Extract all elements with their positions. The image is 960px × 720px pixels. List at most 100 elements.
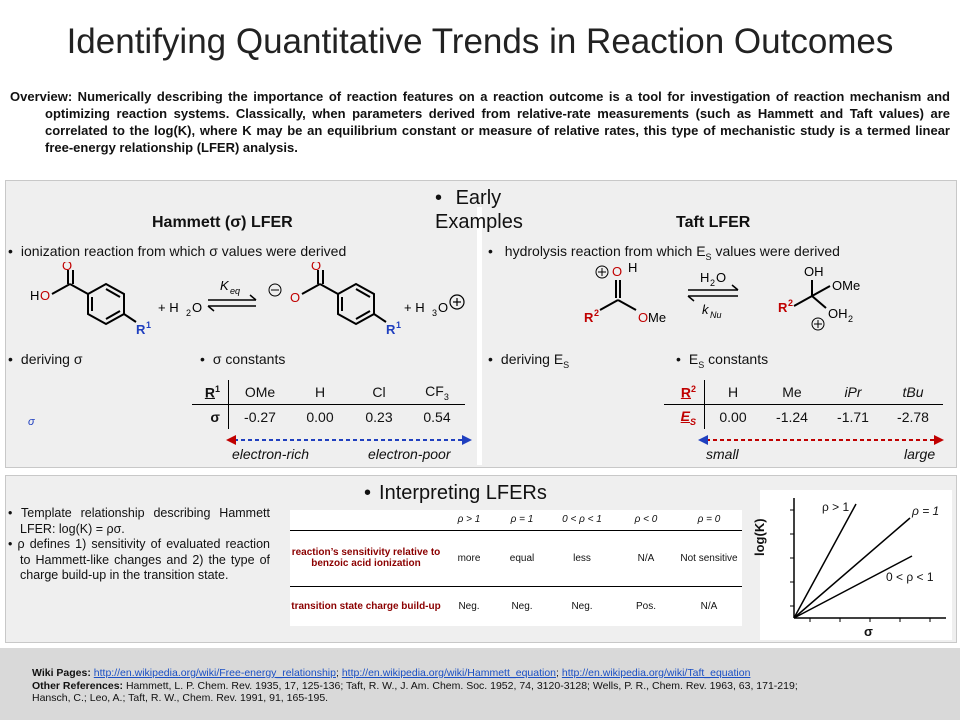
taft-val-2: -1.24 xyxy=(776,409,808,425)
panel-divider xyxy=(477,207,482,465)
sigma-row-label: σ xyxy=(192,404,229,429)
svg-text:3: 3 xyxy=(432,308,437,318)
svg-text:O: O xyxy=(438,300,448,315)
es-row-label: ES xyxy=(664,404,705,429)
taft-deriving-bullet: deriving ES xyxy=(488,351,569,370)
wiki-link-free-energy[interactable]: http://en.wikipedia.org/wiki/Free-energy… xyxy=(93,667,336,679)
large-label: large xyxy=(904,446,936,462)
hammett-constants-bullet: σ constants xyxy=(200,351,285,367)
svg-text:2: 2 xyxy=(710,278,715,288)
footer: Wiki Pages: http://en.wikipedia.org/wiki… xyxy=(0,648,960,720)
svg-text:Nu: Nu xyxy=(710,310,722,320)
svg-text:O: O xyxy=(62,262,72,273)
wiki-link-hammett[interactable]: http://en.wikipedia.org/wiki/Hammett_equ… xyxy=(341,667,557,679)
interpreting-heading: Interpreting LFERs xyxy=(364,482,547,505)
svg-text:R: R xyxy=(386,322,396,337)
svg-text:R: R xyxy=(584,310,594,325)
hammett-constants-table: R1 OMe H Cl CF3 σ -0.27 0.00 0.23 0.54 xyxy=(192,380,465,429)
svg-text:O: O xyxy=(192,300,202,315)
svg-text:OH: OH xyxy=(828,306,848,321)
svg-text:O: O xyxy=(290,290,300,305)
sens-3: less xyxy=(573,552,591,564)
r1-label: R1 xyxy=(192,380,229,405)
hammett-sub-3: Cl xyxy=(349,380,409,405)
charge-row-head: transition state charge build-up xyxy=(291,600,441,612)
taft-sub-3: iPr xyxy=(823,380,883,405)
taft-title: Taft LFER xyxy=(676,214,751,231)
charge-4: Pos. xyxy=(635,600,656,612)
svg-text:2: 2 xyxy=(186,308,191,318)
svg-text:eq: eq xyxy=(230,286,240,296)
graph-xlabel: σ xyxy=(864,624,873,639)
taft-sub-1: H xyxy=(704,380,761,405)
svg-text:2: 2 xyxy=(848,314,853,324)
taft-sub-4: tBu xyxy=(883,380,943,405)
sigma-small-label: σ xyxy=(28,416,35,428)
hammett-trend-arrow xyxy=(226,435,472,445)
hammett-deriving-bullet: deriving σ xyxy=(8,351,83,367)
taft-sub-2: Me xyxy=(761,380,823,405)
col-rho-between: 0 < ρ < 1 xyxy=(562,514,602,526)
svg-text:H: H xyxy=(30,288,39,303)
lfer-interpretation-table: ρ > 1 ρ = 1 0 < ρ < 1 ρ < 0 ρ = 0 reacti… xyxy=(290,510,742,626)
wiki-link-taft[interactable]: http://en.wikipedia.org/wiki/Taft_equati… xyxy=(561,667,751,679)
template-bullet: • Template relationship describing Hamme… xyxy=(8,506,270,536)
electron-poor-label: electron-poor xyxy=(368,446,451,462)
svg-text:R: R xyxy=(136,322,146,337)
svg-text:O: O xyxy=(311,262,321,273)
line-rho-gt-1 xyxy=(793,503,857,619)
water-plus: + H xyxy=(158,300,179,315)
hammett-title: Hammett (σ) LFER xyxy=(152,214,293,231)
charge-3: Neg. xyxy=(571,600,593,612)
svg-text:Me: Me xyxy=(648,310,666,325)
svg-text:H: H xyxy=(700,270,709,285)
taft-hydrolysis-bullet: hydrolysis reaction from which ES values… xyxy=(488,243,840,262)
hammett-val-1: -0.27 xyxy=(244,409,276,425)
sens-2: equal xyxy=(509,552,535,564)
svg-text:R: R xyxy=(778,300,788,315)
interpreting-bullets: • Template relationship describing Hamme… xyxy=(8,506,270,584)
hammett-sub-2: H xyxy=(291,380,349,405)
svg-text:2: 2 xyxy=(788,298,793,308)
taft-val-1: 0.00 xyxy=(719,409,747,425)
hammett-sub-4: CF3 xyxy=(409,380,465,405)
early-examples-heading: Early Examples xyxy=(435,186,555,234)
svg-text:O: O xyxy=(716,270,726,285)
charge-1: Neg. xyxy=(458,600,480,612)
taft-constants-table: R2 H Me iPr tBu ES 0.00 -1.24 -1.71 -2.7… xyxy=(664,380,943,429)
svg-text:H: H xyxy=(628,262,637,275)
svg-text:OMe: OMe xyxy=(832,278,860,293)
svg-text:1: 1 xyxy=(146,320,151,330)
sens-5: Not sensitive xyxy=(680,552,738,564)
svg-text:K: K xyxy=(220,278,230,293)
taft-val-4: -2.78 xyxy=(897,409,929,425)
svg-text:O: O xyxy=(40,288,50,303)
references-line-1: Other References: Hammett, L. P. Chem. R… xyxy=(32,679,798,692)
graph-label-rho-eq-1: ρ = 1 xyxy=(912,504,940,518)
charge-2: Neg. xyxy=(511,600,533,612)
svg-text:O: O xyxy=(612,264,622,279)
col-rho-eq-1: ρ = 1 xyxy=(510,514,534,526)
svg-text:O: O xyxy=(638,310,648,325)
wiki-pages-line: Wiki Pages: http://en.wikipedia.org/wiki… xyxy=(32,667,751,679)
page-title: Identifying Quantitative Trends in React… xyxy=(66,22,894,61)
hammett-ionization-bullet: ionization reaction from which σ values … xyxy=(8,243,346,259)
overview-paragraph: Overview: Numerically describing the imp… xyxy=(10,89,950,155)
sens-4: N/A xyxy=(637,552,655,564)
svg-text:2: 2 xyxy=(594,308,599,318)
svg-text:OH: OH xyxy=(804,264,824,279)
r2-label: R2 xyxy=(664,380,705,405)
graph-label-rho-gt-1: ρ > 1 xyxy=(822,500,850,514)
sens-1: more xyxy=(457,552,481,564)
table-corner xyxy=(290,510,442,530)
taft-constants-bullet: ES constants xyxy=(676,351,768,370)
small-label: small xyxy=(706,446,739,462)
taft-val-3: -1.71 xyxy=(837,409,869,425)
svg-text:1: 1 xyxy=(396,320,401,330)
references-line-2: Hansch, C.; Leo, A.; Taft, R. W., Chem. … xyxy=(32,692,329,704)
electron-rich-label: electron-rich xyxy=(232,446,310,462)
hammett-sub-1: OMe xyxy=(228,380,291,405)
col-rho-lt-0: ρ < 0 xyxy=(634,514,658,526)
